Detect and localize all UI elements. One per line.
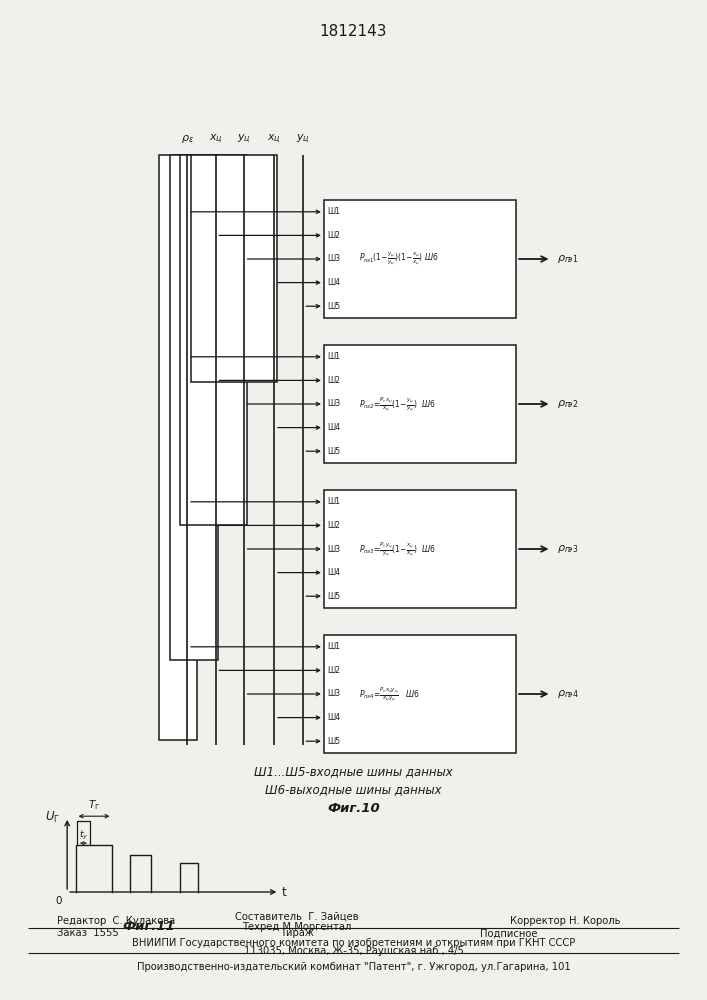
Text: Ш2: Ш2 [327, 521, 340, 530]
Text: $P_{п\!э1}(1\!-\!\frac{y_ц}{y_ц})(1\!-\!\frac{x_ц}{x_ц})\ Ш6$: $P_{п\!э1}(1\!-\!\frac{y_ц}{y_ц})(1\!-\!… [359, 251, 439, 267]
Text: ВНИИПИ Государственного комитета по изобретениям и открытиям при ГКНТ СССР: ВНИИПИ Государственного комитета по изоб… [132, 938, 575, 948]
Text: $\rho_{п\!э4}$: $\rho_{п\!э4}$ [557, 688, 579, 700]
Text: Ш3: Ш3 [327, 254, 341, 263]
Text: Ш6-выходные шины данных: Ш6-выходные шины данных [265, 784, 442, 796]
Text: $\rho_{п\!э1}$: $\rho_{п\!э1}$ [557, 253, 578, 265]
Text: $T_\Gamma$: $T_\Gamma$ [88, 798, 100, 812]
Text: $\rho_\varepsilon$: $\rho_\varepsilon$ [181, 133, 194, 145]
Text: 113035, Москва, Ж-35, Раушская наб., 4/5: 113035, Москва, Ж-35, Раушская наб., 4/5 [244, 946, 463, 956]
Text: Ш1: Ш1 [327, 642, 340, 651]
Text: Редактор  С. Кулакова: Редактор С. Кулакова [57, 916, 175, 926]
Text: 1812143: 1812143 [320, 24, 387, 39]
Text: $P_{п\!э3}\!=\!\frac{P_\varepsilon y_ц}{y_ц}(1\!-\!\frac{x_ц}{x_ц})\ \ Ш6$: $P_{п\!э3}\!=\!\frac{P_\varepsilon y_ц}{… [359, 540, 436, 558]
Text: $P_{п\!э4}\!=\!\frac{P_\varepsilon x_ц y_ц}{x_ц y_ц}\ \ \ Ш6$: $P_{п\!э4}\!=\!\frac{P_\varepsilon x_ц y… [359, 685, 420, 703]
Bar [170, 155, 218, 660]
Bar [191, 155, 277, 382]
Text: $t_y$: $t_y$ [78, 829, 88, 842]
Bar [180, 155, 247, 525]
Bar [324, 635, 516, 753]
Text: Подписное: Подписное [480, 928, 538, 938]
Text: $x_ц$: $x_ц$ [267, 132, 281, 145]
Text: Ш5: Ш5 [327, 737, 341, 746]
Text: Ш3: Ш3 [327, 399, 341, 408]
Text: Ш4: Ш4 [327, 423, 341, 432]
Bar [324, 345, 516, 463]
Text: Ш1: Ш1 [327, 497, 340, 506]
Bar [324, 200, 516, 318]
Text: $y_ц$: $y_ц$ [237, 132, 251, 145]
Text: Ш4: Ш4 [327, 568, 341, 577]
Text: $U_\Gamma$: $U_\Gamma$ [45, 809, 60, 825]
Text: 0: 0 [56, 896, 62, 906]
Text: Ш1: Ш1 [327, 207, 340, 216]
Text: t: t [281, 886, 286, 898]
Text: Ш1...Ш5-входные шины данных: Ш1...Ш5-входные шины данных [254, 766, 453, 778]
Text: Ш5: Ш5 [327, 447, 341, 456]
Text: Ш1: Ш1 [327, 352, 340, 361]
Text: Ш2: Ш2 [327, 376, 340, 385]
Text: Ш4: Ш4 [327, 278, 341, 287]
Text: Заказ  1555: Заказ 1555 [57, 928, 118, 938]
Text: $x_ц$: $x_ц$ [209, 132, 223, 145]
Text: Составитель  Г. Зайцев: Составитель Г. Зайцев [235, 912, 358, 922]
Bar [159, 155, 197, 740]
Text: Корректор Н. Король: Корректор Н. Король [510, 916, 621, 926]
Text: $\rho_{п\!э2}$: $\rho_{п\!э2}$ [557, 398, 578, 410]
Text: Техред М.Моргентал: Техред М.Моргентал [243, 922, 351, 932]
Text: Ш5: Ш5 [327, 592, 341, 601]
Text: $\rho_{п\!э3}$: $\rho_{п\!э3}$ [557, 543, 578, 555]
Text: $y_ц$: $y_ц$ [296, 132, 310, 145]
Text: $P_{п\!э2}\!=\!\frac{P_\varepsilon x_ц}{x_ц}(1\!-\!\frac{y_ц}{y_ц})\ \ Ш6$: $P_{п\!э2}\!=\!\frac{P_\varepsilon x_ц}{… [359, 395, 436, 413]
Text: Производственно-издательский комбинат "Патент", г. Ужгород, ул.Гагарина, 101: Производственно-издательский комбинат "П… [136, 962, 571, 972]
Text: Фиг.11: Фиг.11 [122, 920, 175, 933]
Text: Ш2: Ш2 [327, 666, 340, 675]
Text: Фиг.10: Фиг.10 [327, 802, 380, 814]
Text: Ш5: Ш5 [327, 302, 341, 311]
Bar [324, 490, 516, 608]
Text: Ш3: Ш3 [327, 544, 341, 554]
Text: Тираж: Тираж [280, 928, 314, 938]
Text: Ш3: Ш3 [327, 690, 341, 698]
Text: Ш2: Ш2 [327, 231, 340, 240]
Text: Ш4: Ш4 [327, 713, 341, 722]
